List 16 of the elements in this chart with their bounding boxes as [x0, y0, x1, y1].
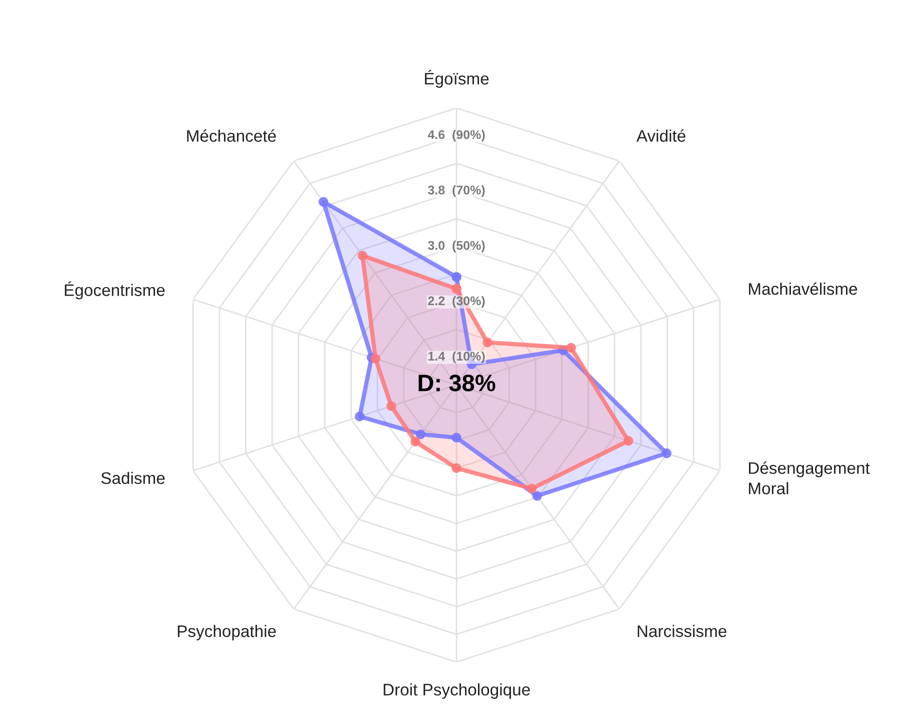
y-tick-label: 1.4 (10%) — [428, 351, 485, 364]
text: D: 38% — [418, 374, 496, 392]
spoke-label: Psychopathie — [178, 624, 276, 640]
spoke-label: Égocentrisme — [64, 281, 165, 300]
spoke-label: Égoïsme — [424, 70, 489, 88]
y-tick-label: 3.8 (70%) — [428, 185, 485, 197]
spoke-label: Machiavélisme — [748, 282, 858, 295]
spoke-label: Narcissisme — [638, 624, 726, 638]
spoke-label: Droit Psychologique — [384, 683, 530, 699]
spoke-label: Sadisme — [101, 472, 165, 484]
spoke-label: Désengagement Moral — [748, 462, 870, 494]
y-tick-label: 2.2 (30%) — [428, 296, 485, 308]
spoke-label: Avidité — [636, 129, 686, 142]
spoke-label: Méchanceté — [187, 129, 276, 142]
y-tick-label: 4.6 (90%) — [428, 130, 485, 142]
y-tick-label: 3.0 (50%) — [428, 240, 485, 252]
